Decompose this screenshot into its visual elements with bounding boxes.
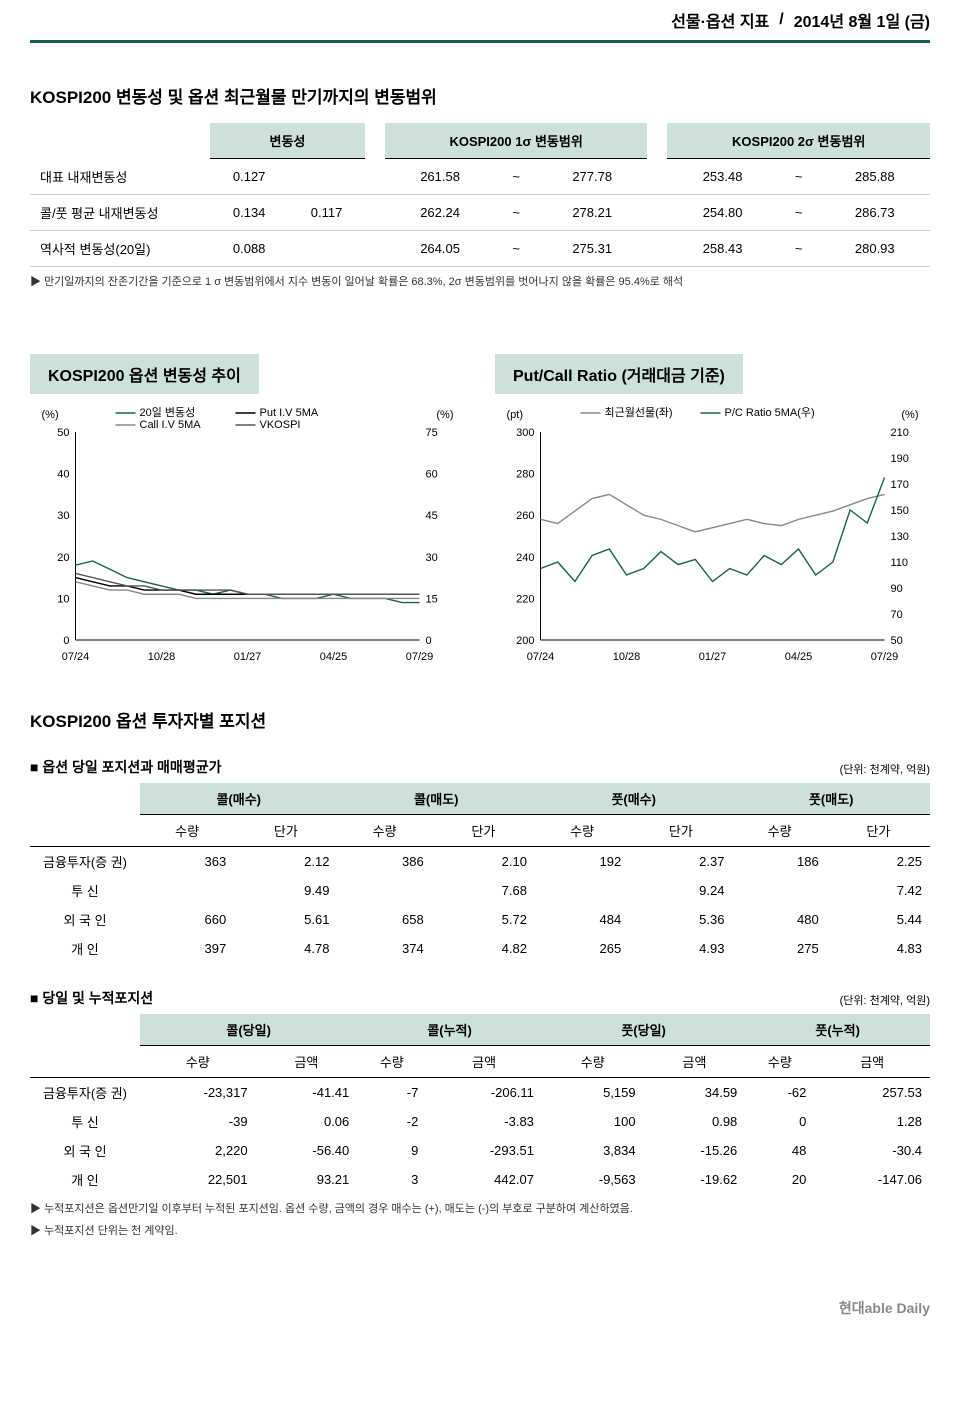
svg-text:200: 200 [516,635,534,647]
table-row: 투 신9.497.689.247.42 [30,876,930,905]
svg-text:240: 240 [516,551,534,563]
pos2-note: 누적포지션은 옵션만기일 이후부터 누적된 포지션임. 옵션 수량, 금액의 경… [30,1200,930,1216]
table-row: 외 국 인2,220-56.409-293.513,834-15.2648-30… [30,1136,930,1165]
svg-text:220: 220 [516,593,534,605]
page-header: 선물·옵션 지표 / 2014년 8월 1일 (금) [30,0,930,43]
header-date: 2014년 8월 1일 (금) [794,8,930,32]
svg-text:07/24: 07/24 [62,651,90,663]
svg-text:90: 90 [891,583,903,595]
vol-row: 역사적 변동성(20일)0.088264.05~275.31258.43~280… [30,230,930,266]
svg-text:Call I.V 5MA: Call I.V 5MA [140,419,202,431]
svg-text:190: 190 [891,453,909,465]
svg-text:0: 0 [426,635,432,647]
pos1-unit: (단위: 천계약, 억원) [840,761,930,777]
svg-text:P/C Ratio 5MA(우): P/C Ratio 5MA(우) [725,406,815,419]
vol-header-volatility: 변동성 [210,123,365,159]
table-row: 투 신-390.06-2-3.831000.9801.28 [30,1107,930,1136]
svg-text:0: 0 [63,635,69,647]
svg-text:130: 130 [891,531,909,543]
pc-chart-title: Put/Call Ratio (거래대금 기준) [495,354,743,394]
footer-brand: 현대able Daily [30,1298,930,1318]
svg-text:20일 변동성: 20일 변동성 [140,405,196,419]
svg-text:Put I.V 5MA: Put I.V 5MA [260,407,319,419]
pos2-label: ■ 당일 및 누적포지션 [30,988,153,1008]
svg-text:07/29: 07/29 [406,651,434,663]
pos2-table: 콜(당일)콜(누적)풋(당일)풋(누적)수량금액수량금액수량금액수량금액금융투자… [30,1014,930,1194]
svg-text:(%): (%) [42,409,59,421]
charts-row: KOSPI200 옵션 변동성 추이 0 10 20 30 40 50 (%) 0 15 30 45… [30,319,930,667]
vol-header-2sigma: KOSPI200 2σ 변동범위 [667,123,930,159]
svg-text:170: 170 [891,479,909,491]
svg-text:04/25: 04/25 [320,651,348,663]
svg-text:60: 60 [426,468,438,480]
vol-chart-title: KOSPI200 옵션 변동성 추이 [30,354,259,394]
table-row: 금융투자(증 권)-23,317-41.41-7-206.115,15934.5… [30,1077,930,1107]
pos1-label: ■ 옵션 당일 포지션과 매매평균가 [30,757,221,777]
svg-text:30: 30 [426,551,438,563]
svg-text:45: 45 [426,510,438,522]
svg-text:50: 50 [891,635,903,647]
svg-text:04/25: 04/25 [785,651,813,663]
svg-text:50: 50 [57,427,69,439]
svg-text:70: 70 [891,609,903,621]
vol-note: 만기일까지의 잔존기간을 기준으로 1 σ 변동범위에서 지수 변동이 일어날 … [30,273,930,289]
svg-text:260: 260 [516,510,534,522]
pos1-table: 콜(매수)콜(매도)풋(매수)풋(매도)수량단가수량단가수량단가수량단가금융투자… [30,783,930,963]
svg-text:(pt): (pt) [507,409,524,421]
svg-text:01/27: 01/27 [699,651,727,663]
svg-text:75: 75 [426,427,438,439]
pos-title: KOSPI200 옵션 투자자별 포지션 [30,707,930,732]
pc-chart: 200 220 240 260 280 300 (pt) 50 70 90 110 130 150 170… [495,404,930,664]
vol-row: 대표 내재변동성0.127261.58~277.78253.48~285.88 [30,159,930,195]
svg-text:10: 10 [57,593,69,605]
pos2-subhead: ■ 당일 및 누적포지션 (단위: 천계약, 억원) [30,988,930,1008]
svg-text:07/24: 07/24 [527,651,555,663]
svg-text:VKOSPI: VKOSPI [260,419,301,431]
svg-text:(%): (%) [901,409,918,421]
vol-chart: 0 10 20 30 40 50 (%) 0 15 30 45 60 75 (%) 07/24 10/28 01… [30,404,465,664]
svg-text:300: 300 [516,427,534,439]
svg-text:110: 110 [891,557,909,569]
vol-row: 콜/풋 평균 내재변동성0.1340.117262.24~278.21254.8… [30,194,930,230]
table-row: 개 인22,50193.213442.07-9,563-19.6220-147.… [30,1165,930,1194]
svg-text:280: 280 [516,468,534,480]
svg-text:30: 30 [57,510,69,522]
svg-text:20: 20 [57,551,69,563]
pos1-subhead: ■ 옵션 당일 포지션과 매매평균가 (단위: 천계약, 억원) [30,757,930,777]
svg-text:01/27: 01/27 [234,651,262,663]
header-divider: / [779,11,783,29]
svg-text:10/28: 10/28 [613,651,641,663]
svg-text:(%): (%) [436,409,453,421]
vol-section-title: KOSPI200 변동성 및 옵션 최근월물 만기까지의 변동범위 [30,83,930,108]
svg-text:07/29: 07/29 [871,651,899,663]
svg-text:최근월선물(좌): 최근월선물(좌) [605,406,673,419]
svg-text:40: 40 [57,468,69,480]
pos2-note: 누적포지션 단위는 천 계약임. [30,1222,930,1238]
header-title: 선물·옵션 지표 [671,8,769,32]
svg-text:150: 150 [891,505,909,517]
pos2-unit: (단위: 천계약, 억원) [840,992,930,1008]
svg-text:15: 15 [426,593,438,605]
svg-text:210: 210 [891,427,909,439]
vol-header-1sigma: KOSPI200 1σ 변동범위 [385,123,648,159]
table-row: 금융투자(증 권)3632.123862.101922.371862.25 [30,846,930,876]
table-row: 외 국 인6605.616585.724845.364805.44 [30,905,930,934]
table-row: 개 인3974.783744.822654.932754.83 [30,934,930,963]
volatility-table: 변동성 KOSPI200 1σ 변동범위 KOSPI200 2σ 변동범위 대표… [30,123,930,267]
svg-text:10/28: 10/28 [148,651,176,663]
